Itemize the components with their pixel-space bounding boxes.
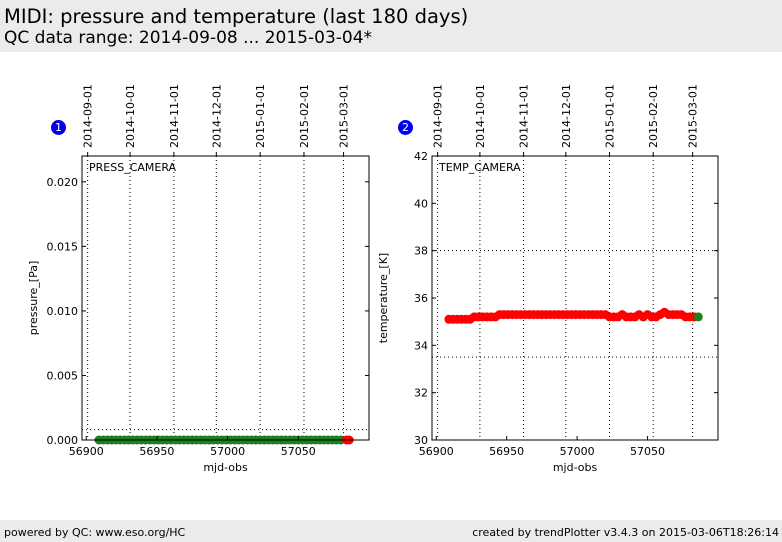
y-axis-label: temperature_[K] <box>377 253 390 343</box>
y-tick-label: 0.000 <box>47 434 79 447</box>
x-axis-label: mjd-obs <box>203 461 248 474</box>
y-tick-label: 0.015 <box>47 240 79 253</box>
date-tick-label: 2014-12-01 <box>210 84 223 148</box>
y-tick-label: 0.005 <box>47 369 79 382</box>
page-header: MIDI: pressure and temperature (last 180… <box>0 0 782 52</box>
x-tick-label: 57050 <box>281 445 316 458</box>
plot-frame <box>431 155 719 441</box>
x-tick-label: 56900 <box>69 445 104 458</box>
page-subtitle: QC data range: 2014-09-08 ... 2015-03-04… <box>4 28 373 48</box>
y-tick-label: 0.020 <box>47 176 79 189</box>
y-tick-label: 42 <box>414 150 428 163</box>
footer-created-by: created by trendPlotter v3.4.3 on 2015-0… <box>472 526 779 539</box>
x-tick-label: 56950 <box>489 445 524 458</box>
date-tick-label: 2014-09-01 <box>82 84 95 148</box>
y-tick-label: 0.010 <box>47 305 79 318</box>
y-tick-label: 40 <box>414 197 428 210</box>
plot-frame <box>81 155 370 441</box>
plot-number-badge-1[interactable]: 1 <box>51 120 66 135</box>
date-tick-label: 2014-09-01 <box>432 84 445 148</box>
date-tick-label: 2014-10-01 <box>474 84 487 148</box>
x-tick-label: 57000 <box>210 445 245 458</box>
date-tick-label: 2014-12-01 <box>560 84 573 148</box>
x-tick-label: 57050 <box>630 445 665 458</box>
x-axis-label: mjd-obs <box>553 461 598 474</box>
date-tick-label: 2015-01-01 <box>254 84 267 148</box>
page-footer: powered by QC: www.eso.org/HC created by… <box>0 520 782 542</box>
y-tick-label: 32 <box>414 387 428 400</box>
x-tick-label: 56900 <box>419 445 454 458</box>
date-tick-label: 2014-11-01 <box>168 84 181 148</box>
y-tick-label: 36 <box>414 292 428 305</box>
x-tick-label: 56950 <box>139 445 174 458</box>
y-tick-label: 38 <box>414 245 428 258</box>
date-tick-label: 2015-03-01 <box>338 84 351 148</box>
date-tick-label: 2015-02-01 <box>647 84 660 148</box>
date-tick-label: 2014-11-01 <box>518 84 531 148</box>
y-tick-label: 34 <box>414 339 428 352</box>
date-tick-label: 2015-03-01 <box>687 84 700 148</box>
date-tick-label: 2015-01-01 <box>604 84 617 148</box>
panel-label: TEMP_CAMERA <box>438 161 521 174</box>
date-tick-label: 2015-02-01 <box>298 84 311 148</box>
footer-powered-by: powered by QC: www.eso.org/HC <box>4 526 186 539</box>
date-tick-label: 2014-10-01 <box>124 84 137 148</box>
page-title: MIDI: pressure and temperature (last 180… <box>4 5 469 28</box>
x-tick-label: 57000 <box>560 445 595 458</box>
y-tick-label: 30 <box>414 434 428 447</box>
plot-number-badge-2[interactable]: 2 <box>398 120 413 135</box>
data-point <box>693 312 703 322</box>
y-axis-label: pressure_[Pa] <box>27 261 40 335</box>
plots-canvas: 2014-09-01 2014-10-01 2014-11-01 2014-12-01… <box>27 84 719 474</box>
panel-label: PRESS_CAMERA <box>89 161 177 174</box>
